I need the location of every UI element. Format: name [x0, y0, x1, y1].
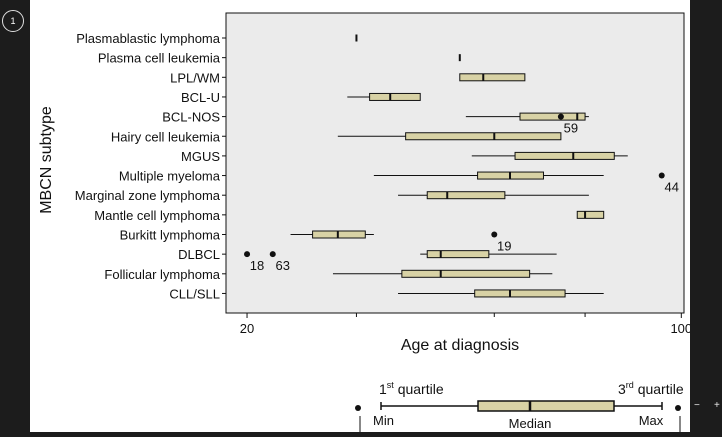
outlier-point	[491, 231, 498, 238]
outlier-point	[557, 113, 564, 120]
box-12	[332, 269, 553, 278]
y-axis-title: MBCN subtype	[38, 106, 55, 214]
box-3	[347, 92, 421, 101]
outliers-layer: 59 44 19 18 63	[244, 113, 679, 273]
boxes-layer	[290, 34, 628, 298]
iqr-box	[312, 230, 366, 239]
category-label: BCL-U	[181, 90, 220, 105]
boxplot-legend: 1st quartile 3rd quartile Min Median Max	[355, 380, 684, 432]
iqr-box	[519, 112, 586, 121]
category-label: MGUS	[181, 149, 220, 164]
category-label: BCL-NOS	[162, 110, 220, 125]
legend-box	[477, 400, 615, 412]
box-2	[459, 73, 526, 82]
outlier-label: 44	[664, 180, 678, 195]
box-6	[471, 151, 628, 160]
category-label: Burkitt lymphoma	[120, 228, 221, 243]
category-label: Follicular lymphoma	[104, 267, 220, 282]
plot-area	[225, 12, 685, 314]
iqr-box	[576, 210, 605, 219]
category-label: LPL/WM	[170, 70, 220, 85]
outlier-label: 63	[276, 258, 290, 273]
legend-median-label: Median	[509, 416, 552, 431]
zoom-controls: − +	[692, 400, 722, 414]
x-axis-title: Age at diagnosis	[401, 337, 519, 354]
x-tick-label: 100	[670, 321, 690, 336]
iqr-box	[369, 92, 421, 101]
legend-outlier-right	[675, 405, 681, 411]
legend-min-label: Min	[373, 413, 394, 428]
category-labels: Plasmablastic lymphoma Plasma cell leukem…	[75, 31, 226, 301]
outlier-point	[269, 251, 276, 258]
iqr-box	[474, 289, 566, 298]
category-label: Marginal zone lymphoma	[75, 188, 221, 203]
boxplot-chart: Plasmablastic lymphoma Plasma cell leukem…	[38, 12, 692, 432]
zoom-out-button[interactable]: −	[694, 400, 700, 411]
box-11	[420, 250, 557, 259]
box-4	[465, 112, 589, 121]
zoom-in-button[interactable]: +	[714, 400, 720, 411]
category-label: Hairy cell leukemia	[111, 129, 221, 144]
x-tick-label: 20	[240, 321, 254, 336]
box-9	[576, 210, 605, 219]
category-label: Plasma cell leukemia	[98, 51, 221, 66]
page-number-badge[interactable]: 1	[2, 10, 24, 32]
iqr-box	[514, 151, 615, 160]
iqr-box	[426, 191, 506, 200]
category-label: CLL/SLL	[169, 286, 220, 301]
box-7	[373, 171, 604, 180]
outlier-label: 19	[497, 239, 511, 254]
legend-q3-label: 3rd quartile	[618, 380, 684, 397]
iqr-box	[426, 250, 490, 259]
legend-outlier-left	[355, 405, 361, 411]
iqr-box	[401, 269, 531, 278]
category-label: Mantle cell lymphoma	[94, 208, 220, 223]
outlier-label: 18	[250, 258, 264, 273]
legend-max-label: Max	[639, 413, 664, 428]
box-8	[398, 191, 589, 200]
outlier-point	[244, 251, 251, 258]
outlier-point	[658, 172, 665, 179]
box-10	[290, 230, 374, 239]
outlier-label: 59	[564, 121, 578, 136]
iqr-box	[459, 73, 526, 82]
category-label: DLBCL	[178, 247, 220, 262]
box-5	[337, 132, 562, 141]
figure-frame: Plasmablastic lymphoma Plasma cell leukem…	[30, 0, 692, 432]
box-13	[398, 289, 604, 298]
iqr-box	[405, 132, 562, 141]
x-axis-ticks: 20 100	[240, 313, 692, 336]
category-label: Multiple myeloma	[119, 169, 221, 184]
legend-q1-label: 1st quartile	[379, 380, 444, 397]
category-label: Plasmablastic lymphoma	[76, 31, 221, 46]
